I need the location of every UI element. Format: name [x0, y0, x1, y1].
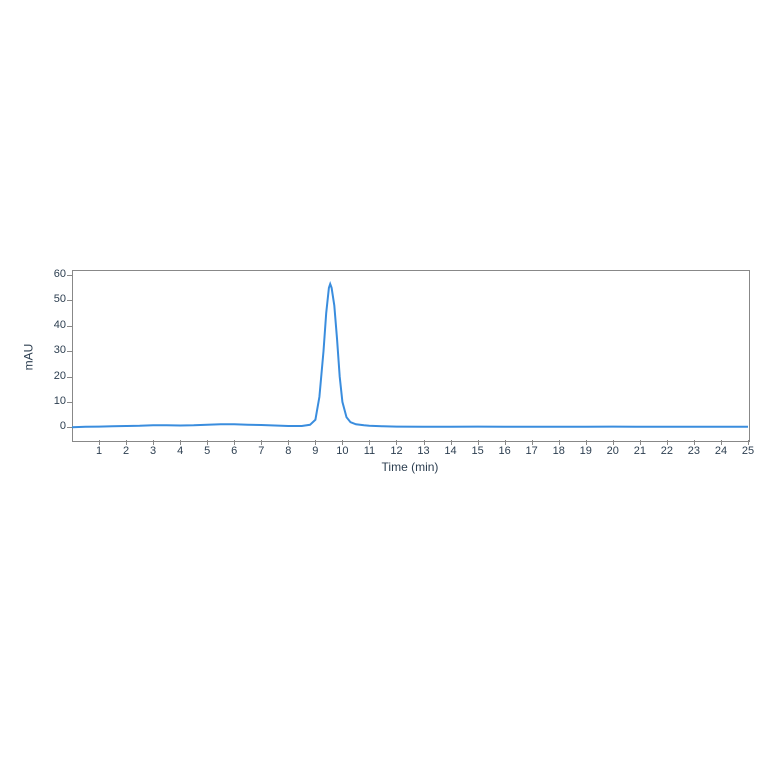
chromatogram-line: [72, 284, 748, 427]
x-tick-label: 24: [711, 445, 731, 457]
y-tick-label: 0: [44, 420, 66, 432]
y-tick: [67, 326, 72, 327]
x-tick-label: 15: [468, 445, 488, 457]
y-tick-label: 40: [44, 319, 66, 331]
x-tick-label: 3: [143, 445, 163, 457]
y-tick: [67, 300, 72, 301]
y-tick-label: 10: [44, 395, 66, 407]
y-tick-label: 50: [44, 293, 66, 305]
x-tick-label: 23: [684, 445, 704, 457]
x-tick-label: 19: [576, 445, 596, 457]
x-tick-label: 2: [116, 445, 136, 457]
chart-line-svg: [30, 270, 750, 442]
y-tick: [67, 377, 72, 378]
x-tick-label: 10: [332, 445, 352, 457]
x-axis-label: Time (min): [370, 460, 450, 474]
x-tick-label: 12: [386, 445, 406, 457]
y-tick: [67, 351, 72, 352]
x-tick-label: 8: [278, 445, 298, 457]
x-tick-label: 20: [603, 445, 623, 457]
y-tick: [67, 427, 72, 428]
y-tick: [67, 275, 72, 276]
x-tick-label: 1: [89, 445, 109, 457]
y-tick-label: 20: [44, 370, 66, 382]
x-tick-label: 5: [197, 445, 217, 457]
y-tick: [67, 402, 72, 403]
x-tick-label: 25: [738, 445, 758, 457]
x-tick-label: 6: [224, 445, 244, 457]
x-tick-label: 16: [495, 445, 515, 457]
x-tick-label: 18: [549, 445, 569, 457]
x-tick-label: 11: [359, 445, 379, 457]
x-tick-label: 17: [522, 445, 542, 457]
y-tick-label: 60: [44, 268, 66, 280]
x-tick-label: 13: [414, 445, 434, 457]
x-tick-label: 22: [657, 445, 677, 457]
x-tick-label: 4: [170, 445, 190, 457]
chromatogram-chart: mAU Time (min) 0102030405060123456789101…: [30, 270, 750, 490]
x-tick-label: 21: [630, 445, 650, 457]
x-tick-label: 9: [305, 445, 325, 457]
x-tick-label: 14: [441, 445, 461, 457]
y-tick-label: 30: [44, 344, 66, 356]
x-tick-label: 7: [251, 445, 271, 457]
